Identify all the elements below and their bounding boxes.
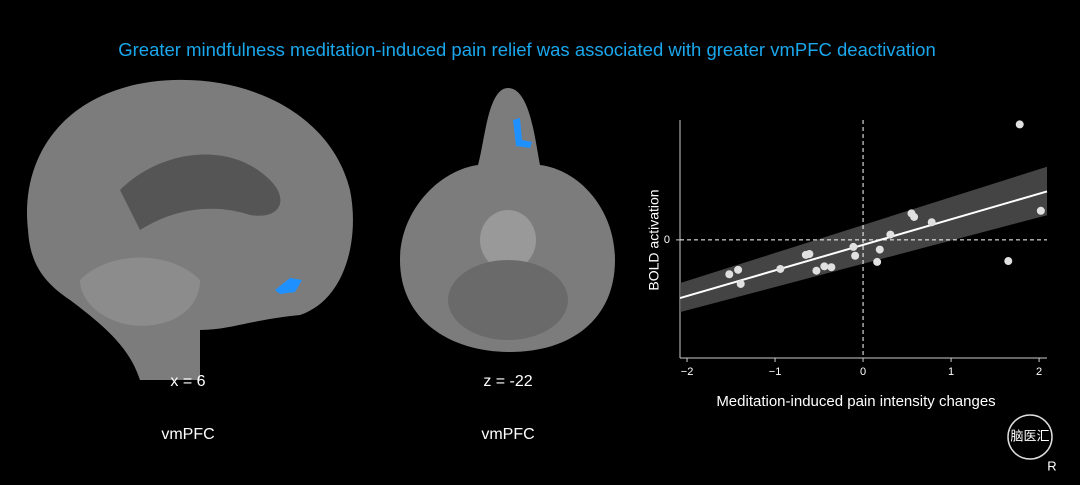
- panel-region: vmPFC: [481, 426, 534, 443]
- data-point: [849, 242, 858, 251]
- data-point: [805, 249, 814, 258]
- x-axis-label: Meditation-induced pain intensity change…: [716, 393, 995, 410]
- panel-coord: z = -22: [483, 373, 532, 390]
- axial-brain: [400, 88, 615, 352]
- data-point: [886, 230, 895, 239]
- x-tick-label: −2: [681, 366, 694, 378]
- y-tick-label: 0: [664, 234, 670, 246]
- slide-title: Greater mindfulness meditation-induced p…: [118, 39, 935, 60]
- data-point: [725, 270, 734, 279]
- data-point: [873, 257, 882, 266]
- data-point: [875, 245, 884, 254]
- x-tick-label: 0: [860, 366, 866, 378]
- data-point: [776, 264, 785, 273]
- sagittal-brain: [27, 79, 353, 380]
- data-point: [1036, 206, 1045, 215]
- data-point: [927, 218, 936, 227]
- data-point: [812, 266, 821, 275]
- data-point: [736, 279, 745, 288]
- data-point: [820, 262, 829, 271]
- data-point: [827, 263, 836, 272]
- x-tick-label: −1: [769, 366, 782, 378]
- panel-region: vmPFC: [161, 426, 214, 443]
- watermark-logo: 脑医汇: [1010, 428, 1049, 443]
- watermark-ring: [1007, 414, 1053, 460]
- data-point: [851, 251, 860, 260]
- x-tick-label: 1: [948, 366, 954, 378]
- panel-coord: x = 6: [170, 373, 205, 390]
- watermark-mark: R: [1047, 458, 1056, 473]
- data-point: [910, 212, 919, 221]
- data-point: [1004, 257, 1013, 266]
- data-point: [734, 265, 743, 274]
- y-axis-label: BOLD activation: [646, 189, 662, 290]
- x-tick-label: 2: [1036, 366, 1042, 378]
- data-point: [1015, 120, 1024, 129]
